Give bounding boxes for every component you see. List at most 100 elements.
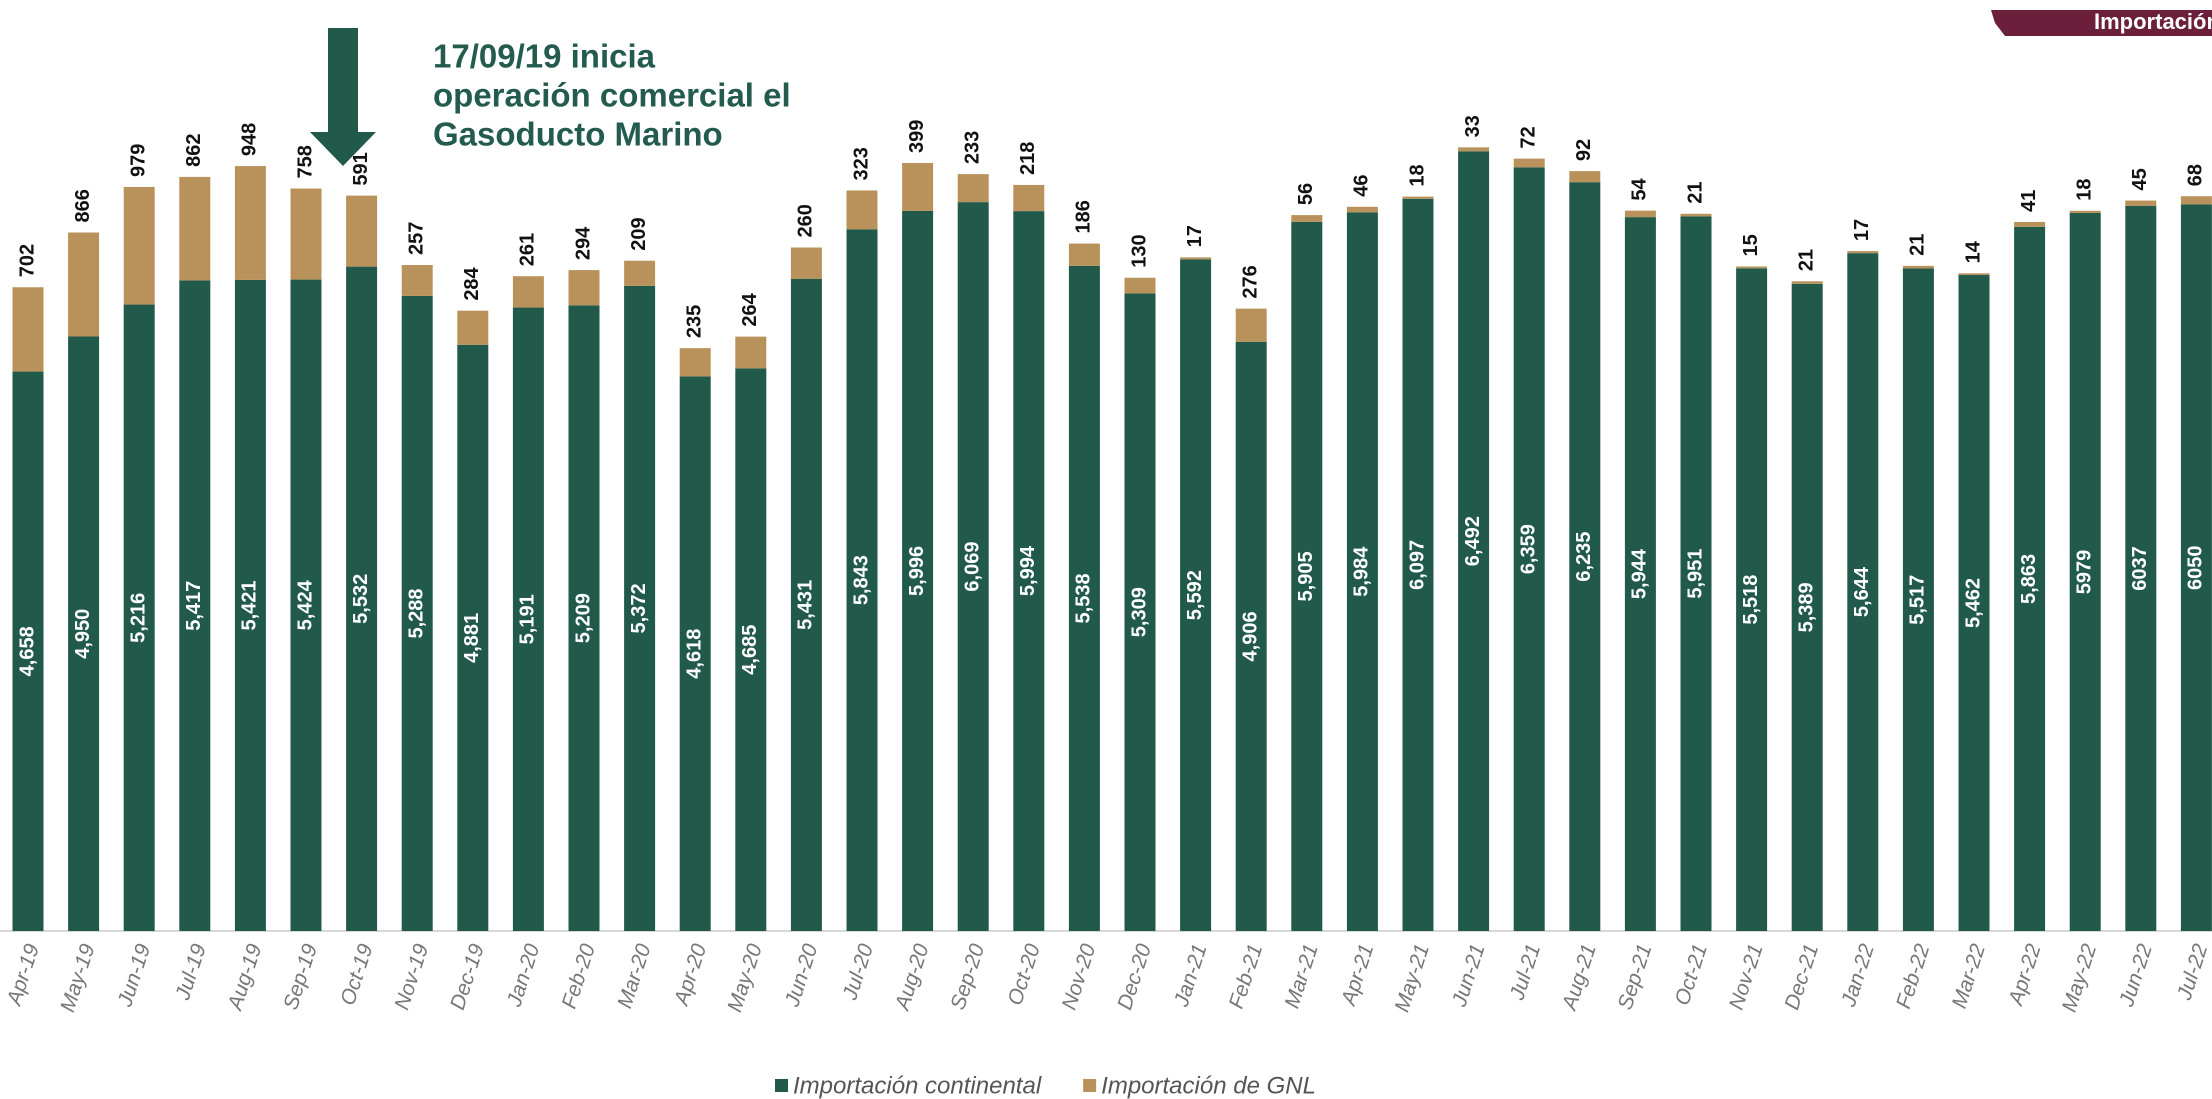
value-label: 758	[294, 145, 316, 178]
bar-segment	[1236, 309, 1267, 342]
value-label: 5,994	[1017, 545, 1039, 596]
legend-swatch	[1083, 1079, 1096, 1092]
value-label: 15	[1740, 234, 1762, 256]
bar-segment	[1847, 251, 1878, 253]
x-tick-label: Aug-19	[223, 941, 267, 1015]
value-label: 5,216	[127, 593, 149, 643]
x-tick-label: Aug-20	[890, 941, 934, 1015]
annotation-line: Gasoducto Marino	[433, 116, 723, 153]
value-label: 186	[1073, 200, 1095, 233]
value-label: 5,518	[1740, 575, 1762, 625]
value-label: 5979	[2073, 550, 2095, 595]
value-label: 54	[1629, 178, 1651, 201]
value-label: 6,097	[1406, 540, 1428, 590]
value-label: 5,532	[350, 574, 372, 624]
value-label: 702	[16, 244, 38, 277]
value-label: 323	[850, 147, 872, 180]
annotation-arrow	[310, 28, 376, 166]
bar-segment	[569, 270, 600, 305]
x-tick-label: Jan-21	[1170, 941, 1212, 1010]
bar-segment	[1569, 171, 1600, 182]
value-label: 5,996	[906, 546, 928, 596]
value-label: 92	[1573, 139, 1595, 161]
value-label: 4,906	[1239, 611, 1261, 661]
bar-segment	[902, 163, 933, 211]
value-label: 264	[739, 292, 761, 326]
chart: Importación 17/09/19 iniciaoperación com…	[0, 0, 2212, 1099]
value-label: 5,417	[183, 581, 205, 631]
value-label: 5,592	[1184, 570, 1206, 620]
bar-segment	[1069, 244, 1100, 266]
x-tick-label: Nov-21	[1725, 941, 1768, 1012]
value-label: 6,492	[1462, 516, 1484, 566]
value-label: 218	[1017, 142, 1039, 175]
bar-segment	[513, 276, 544, 307]
value-label: 72	[1517, 126, 1539, 148]
value-label: 5,389	[1795, 582, 1817, 632]
x-tick-label: Aug-21	[1557, 941, 1600, 1014]
annotation-line: operación comercial el	[433, 77, 791, 114]
x-tick-label: Jul-21	[1505, 941, 1545, 1003]
value-label: 17	[1184, 225, 1206, 247]
value-label: 6050	[2185, 545, 2207, 590]
x-tick-label: Oct-19	[336, 941, 377, 1008]
value-label: 4,950	[72, 609, 94, 659]
x-tick-label: Apr-19	[2, 941, 44, 1010]
value-label: 399	[906, 120, 928, 153]
value-label: 5,191	[517, 594, 539, 644]
bar-segment	[847, 190, 878, 229]
bar-segment	[124, 187, 155, 305]
bar-segment	[1347, 207, 1378, 213]
value-label: 56	[1295, 183, 1317, 205]
value-label: 4,618	[683, 629, 705, 679]
value-label: 18	[2073, 179, 2095, 201]
bar-segment	[235, 166, 266, 280]
bar-segment	[1403, 197, 1434, 199]
x-tick-label: Nov-19	[390, 941, 433, 1013]
value-label: 948	[239, 123, 261, 156]
bar-segment	[2014, 222, 2045, 227]
value-label: 5,462	[1962, 578, 1984, 628]
value-label: 4,881	[461, 613, 483, 663]
legend-swatch	[775, 1079, 788, 1092]
x-tick-label: Sep-19	[279, 941, 322, 1013]
value-label: 591	[350, 152, 372, 185]
bar-segment	[735, 337, 766, 369]
bar-segment	[179, 177, 210, 281]
value-label: 17	[1851, 219, 1873, 241]
bar-segment	[624, 261, 655, 286]
x-tick-label: Apr-20	[669, 941, 711, 1010]
annotation-line: 17/09/19 inicia	[433, 38, 656, 75]
value-label: 276	[1239, 265, 1261, 298]
bar-segment	[2181, 196, 2212, 204]
value-label: 130	[1128, 234, 1150, 267]
bar-segment	[1792, 281, 1823, 284]
value-label: 5,984	[1351, 546, 1373, 597]
value-label: 5,951	[1684, 549, 1706, 599]
x-tick-label: Jun-20	[780, 941, 822, 1010]
x-tick-label: Apr-21	[1337, 941, 1379, 1010]
page: Importación 17/09/19 iniciaoperación com…	[0, 0, 2212, 1099]
bar-segment	[1180, 257, 1211, 259]
x-tick-label: Jan-22	[1837, 941, 1879, 1010]
x-tick-label: Feb-21	[1225, 941, 1267, 1011]
value-label: 5,309	[1128, 587, 1150, 637]
x-tick-label: Feb-20	[558, 941, 601, 1012]
value-label: 46	[1351, 175, 1373, 197]
bar-segment	[1514, 159, 1545, 168]
value-label: 45	[2129, 168, 2151, 190]
value-label: 6,235	[1573, 532, 1595, 582]
value-label: 5,288	[405, 588, 427, 638]
value-label: 4,685	[739, 625, 761, 675]
x-tick-label: May-19	[56, 941, 100, 1015]
bar-segment	[1291, 215, 1322, 222]
x-tick-label: Dec-20	[1113, 941, 1156, 1013]
value-label: 5,905	[1295, 551, 1317, 601]
legend-label: Importación de GNL	[1101, 1072, 1316, 1099]
bar-segment	[1013, 185, 1044, 211]
x-tick-label: Jul-19	[171, 941, 211, 1004]
x-tick-label: Jan-20	[502, 941, 544, 1010]
value-label: 21	[1795, 249, 1817, 271]
value-label: 21	[1907, 234, 1929, 256]
